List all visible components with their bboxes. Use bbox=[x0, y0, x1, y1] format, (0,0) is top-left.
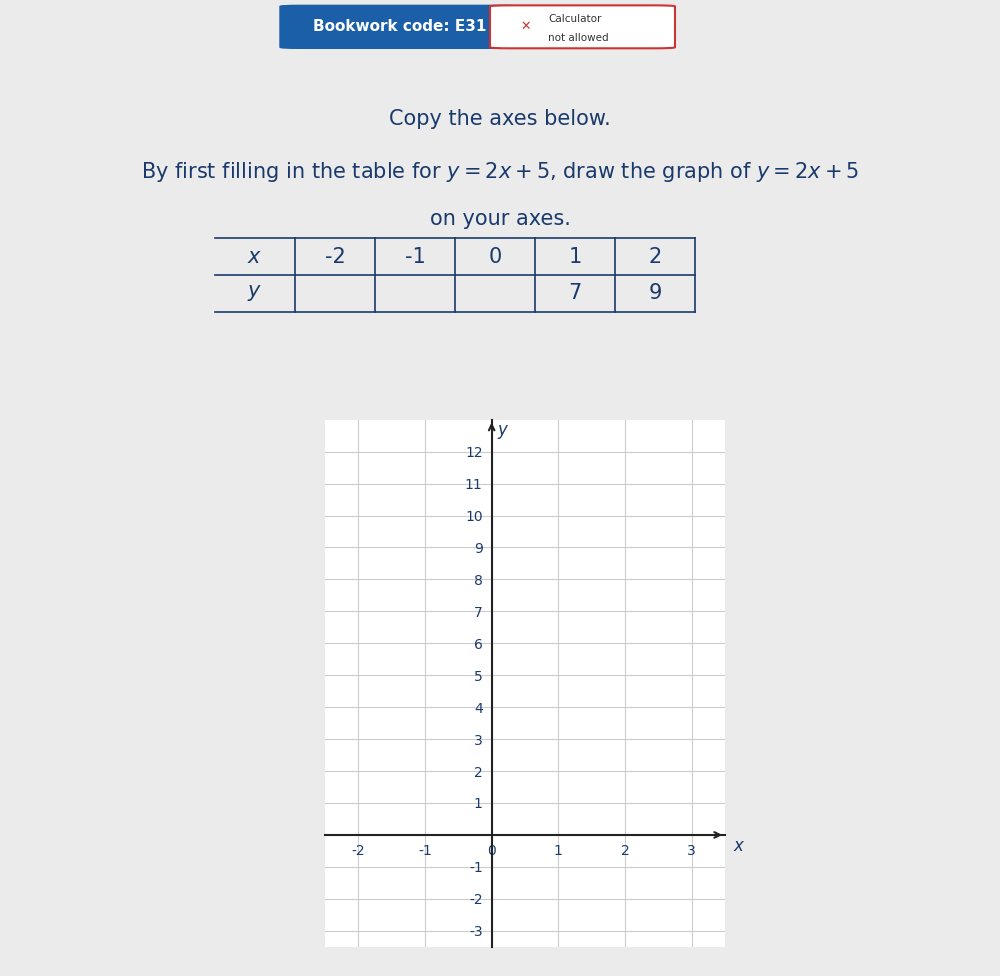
Text: Copy the axes below.: Copy the axes below. bbox=[389, 109, 611, 129]
Text: 7: 7 bbox=[568, 283, 582, 304]
Text: $x$: $x$ bbox=[733, 837, 745, 855]
Text: 9: 9 bbox=[648, 283, 662, 304]
Text: $y$: $y$ bbox=[497, 423, 510, 441]
Text: ✕: ✕ bbox=[520, 20, 530, 33]
Text: $y$: $y$ bbox=[247, 283, 263, 304]
Text: 2: 2 bbox=[648, 247, 662, 266]
Text: 0: 0 bbox=[488, 247, 502, 266]
Text: not allowed: not allowed bbox=[548, 32, 609, 43]
Text: By first filling in the table for $y = 2x + 5$, draw the graph of $y = 2x + 5$: By first filling in the table for $y = 2… bbox=[141, 160, 859, 183]
FancyBboxPatch shape bbox=[280, 5, 520, 48]
Text: on your axes.: on your axes. bbox=[430, 209, 570, 228]
Text: Bookwork code: E31: Bookwork code: E31 bbox=[313, 20, 487, 34]
FancyBboxPatch shape bbox=[490, 5, 675, 48]
Text: -1: -1 bbox=[405, 247, 425, 266]
Text: 1: 1 bbox=[568, 247, 582, 266]
Text: $x$: $x$ bbox=[247, 247, 263, 266]
Text: -2: -2 bbox=[325, 247, 345, 266]
Text: Calculator: Calculator bbox=[548, 14, 601, 23]
